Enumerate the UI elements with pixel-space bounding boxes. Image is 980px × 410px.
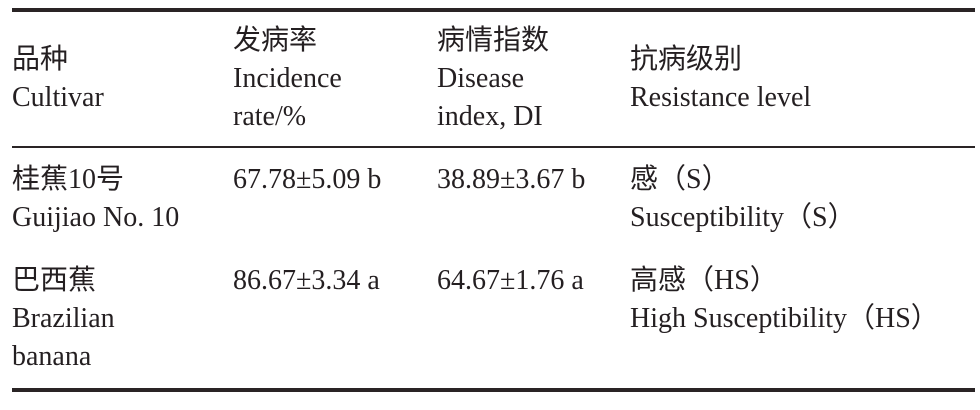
cell-disease-index: 38.89±3.67 b bbox=[437, 164, 586, 195]
cell-incidence-rate: 67.78±5.09 b bbox=[233, 164, 382, 195]
table-row-brazilian-banana: 巴西蕉 Brazilian banana 86.67±3.34 a 64.67±… bbox=[12, 249, 975, 390]
cell-cultivar: 桂蕉10号 Guijiao No. 10 bbox=[12, 164, 180, 233]
header-cell-disease-index: 病情指数 Disease index, DI bbox=[437, 10, 630, 148]
cell-disease-index: 64.67±1.76 a bbox=[437, 265, 584, 296]
header-cell-incidence-rate: 发病率 Incidence rate/% bbox=[233, 10, 437, 148]
header-cell-resistance: 抗病级别 Resistance level bbox=[630, 10, 975, 148]
header-cell-cultivar: 品种 Cultivar bbox=[12, 10, 233, 148]
cell-resistance: 高感（HS） High Susceptibility（HS） bbox=[630, 265, 939, 334]
cell-resistance: 感（S） Susceptibility（S） bbox=[630, 164, 856, 233]
table-header-row: 品种 Cultivar 发病率 Incidence rate/% 病情指数 Di… bbox=[12, 10, 975, 148]
table-row-guijiao-no10: 桂蕉10号 Guijiao No. 10 67.78±5.09 b 38.89±… bbox=[12, 147, 975, 249]
cell-cultivar: 巴西蕉 Brazilian banana bbox=[12, 265, 115, 372]
cell-incidence-rate: 86.67±3.34 a bbox=[233, 265, 380, 296]
resistance-evaluation-table: 品种 Cultivar 发病率 Incidence rate/% 病情指数 Di… bbox=[12, 8, 975, 392]
